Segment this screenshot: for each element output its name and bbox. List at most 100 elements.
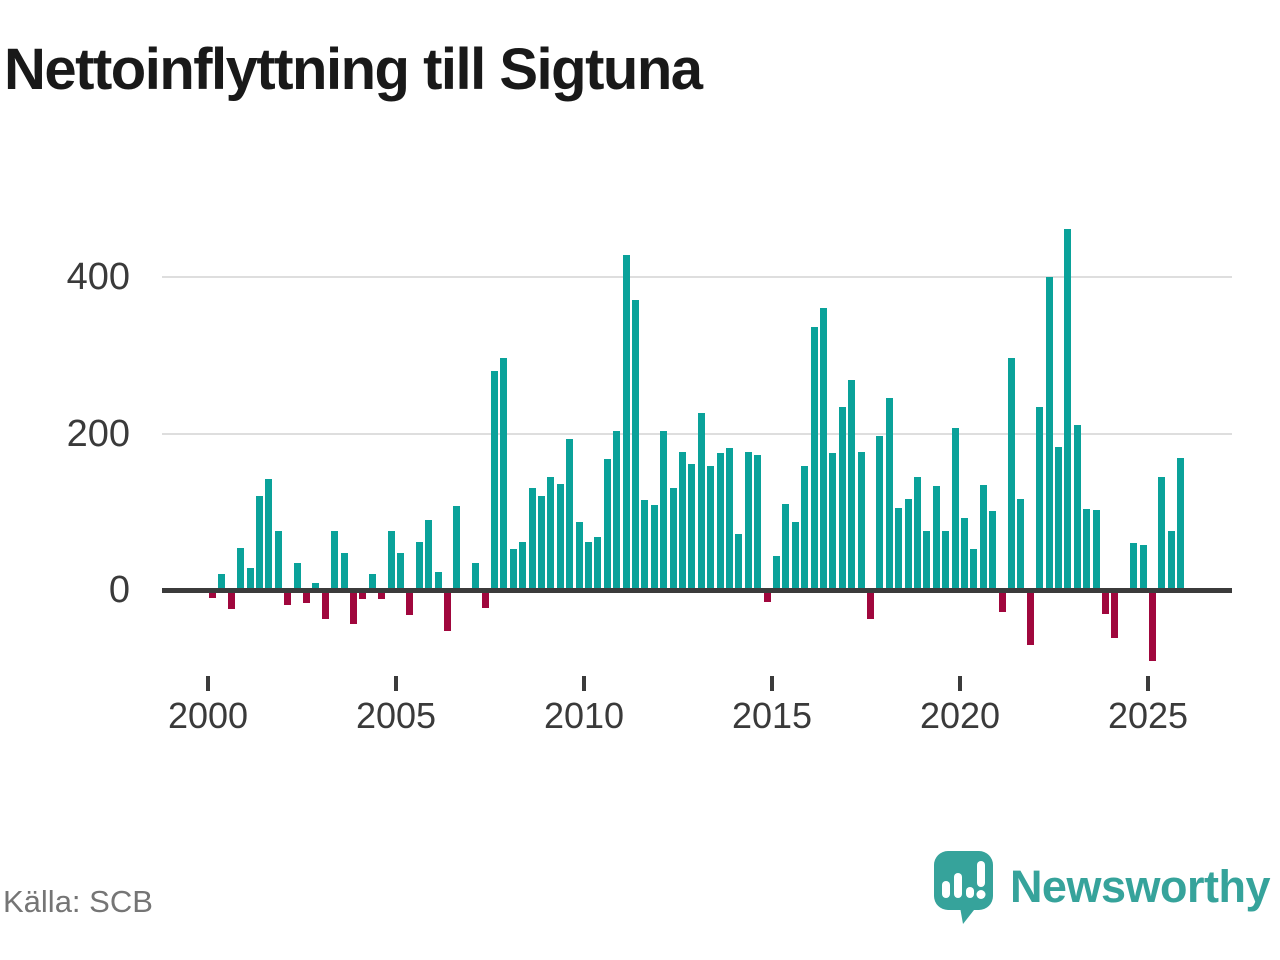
bar [951,428,959,590]
bar [707,466,715,590]
bar [669,487,677,590]
bar [726,447,733,590]
x-tick [394,676,398,691]
newsworthy-logo: Newsworthy [933,850,1271,930]
bar [613,430,621,590]
bar [1139,544,1147,590]
bar [274,531,282,591]
bar [312,583,320,590]
y-gridline [162,276,1232,279]
bar [378,593,386,600]
bar [782,504,790,590]
x-tick-label: 2020 [919,695,1001,736]
bar [500,357,508,590]
bar [679,451,686,590]
bar [218,574,226,590]
bar [697,412,705,590]
bar [293,562,301,590]
x-tick [770,676,774,691]
bar [1017,499,1025,590]
bar [284,593,292,605]
bar [321,593,329,619]
bar [415,542,423,590]
bar [867,593,874,619]
bar [246,568,254,590]
bar [594,536,602,590]
bar [942,530,950,590]
bar [932,486,940,590]
bar [801,465,809,590]
bar [406,593,414,615]
bar [575,522,583,590]
bar [1158,476,1166,590]
bar [1149,593,1156,661]
chart-title: Nettoinflyttning till Sigtuna [4,37,703,102]
bar [622,255,630,590]
x-tick [206,676,210,691]
bar [1083,508,1091,590]
x-tick-label: 2000 [167,695,249,736]
bar [444,593,451,631]
bar [1111,593,1119,638]
x-tick-label: 2010 [543,695,625,736]
bar [256,496,263,590]
bar [303,593,310,604]
zero-axis-line [162,588,1232,593]
newsworthy-logo-icon [933,851,993,924]
bar [885,397,893,590]
bar [491,371,498,590]
bar [989,511,997,590]
bar [1008,357,1015,590]
bar [359,593,367,600]
source-note: Källa: SCB [3,884,153,919]
x-tick [582,676,586,691]
newsworthy-wordmark: Newsworthy [1009,861,1271,912]
bar [538,496,545,590]
y-tick-label: 200 [66,412,130,455]
bar [820,307,827,590]
bar [998,593,1006,612]
bar [547,477,555,590]
bar [387,531,395,591]
bar [810,327,818,590]
bar [566,439,574,590]
y-gridline [162,432,1232,435]
bar [425,520,433,590]
bar [1073,425,1081,590]
bar [1177,457,1185,590]
bar [744,451,752,590]
bar [1036,407,1044,590]
bar [1055,446,1062,590]
bar [791,522,799,590]
bar [331,531,339,591]
bar [528,488,536,590]
bar [632,299,639,590]
bar [472,563,480,590]
bar [641,500,649,590]
bar [237,547,245,590]
bar [1045,277,1053,590]
bar [961,518,968,590]
bar [603,458,611,590]
bar [481,593,489,608]
bar [519,541,527,590]
bar [857,451,865,590]
bar [979,485,987,590]
bar [829,453,837,590]
bar [434,572,442,590]
bar [754,454,762,590]
bar [716,453,724,590]
bar [1167,531,1175,591]
bar [265,479,273,590]
bar [735,533,743,590]
bar [340,552,348,590]
x-tick [958,676,962,691]
bar [876,435,884,590]
bar [1092,510,1100,590]
bar [895,507,903,590]
bar [556,483,564,590]
bar [848,379,856,590]
bar [914,476,921,590]
